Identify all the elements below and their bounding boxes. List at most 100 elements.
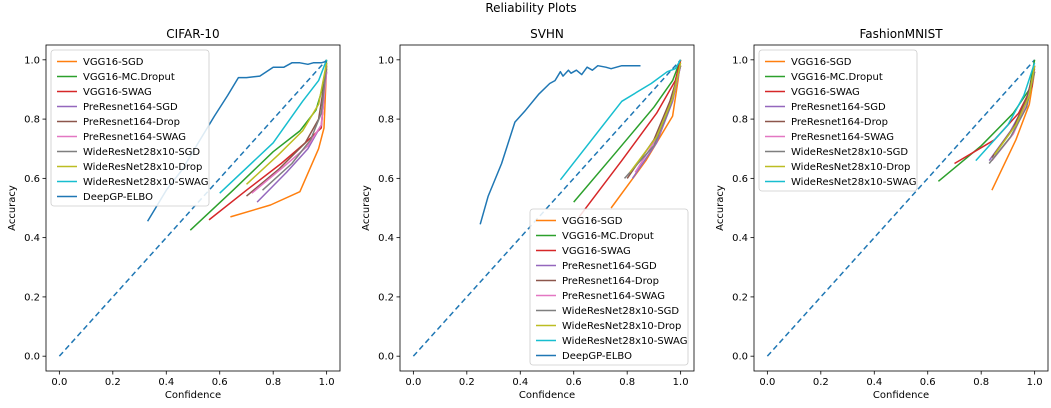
chart-panel-1: SVHN 0.0 0.2 0.4 0.6 0.8 1.0 0.0 0.2 0.4 0.6 0.8 1.0… xyxy=(361,27,695,401)
x-tick-label: 0.4 xyxy=(512,377,528,388)
x-tick-label: 1.0 xyxy=(673,377,689,388)
series-line-wideresnet28x10-drop xyxy=(993,65,1036,156)
figure-title: Reliability Plots xyxy=(485,1,576,15)
legend-label: PreResnet164-Drop xyxy=(791,117,888,128)
series-line-wideresnet28x10-drop xyxy=(629,62,682,173)
legend-label: PreResnet164-Drop xyxy=(562,276,659,287)
legend-label: VGG16-SWAG xyxy=(562,246,631,257)
legend-label: DeepGP-ELBO xyxy=(562,351,632,362)
legend-box xyxy=(50,49,210,207)
y-tick-label: 0.2 xyxy=(24,292,40,303)
legend-label: VGG16-MC.Droput xyxy=(562,231,654,242)
series-line-vgg16-mc-droput xyxy=(573,59,682,203)
chart-title: SVHN xyxy=(530,27,564,41)
y-tick-label: 0.2 xyxy=(732,292,748,303)
series-line-wideresnet28x10-drop xyxy=(245,62,328,185)
x-tick-label: 1.0 xyxy=(319,377,335,388)
y-tick-label: 0.0 xyxy=(24,352,40,363)
legend-label: WideResNet28x10-Drop xyxy=(562,321,681,332)
legend-label: PreResnet164-SGD xyxy=(562,261,657,272)
legend-label: WideResNet28x10-SGD xyxy=(562,306,679,317)
x-tick-label: 0.8 xyxy=(619,377,635,388)
y-tick-label: 0.2 xyxy=(378,292,394,303)
x-tick-label: 0.4 xyxy=(866,377,882,388)
legend-label: VGG16-SGD xyxy=(791,57,852,68)
y-tick-label: 0.4 xyxy=(732,233,748,244)
legend: VGG16-SGD VGG16-MC.Droput VGG16-SWAG PreRes… xyxy=(529,208,689,366)
legend-label: VGG16-SWAG xyxy=(791,87,860,98)
legend-label: DeepGP-ELBO xyxy=(83,192,153,203)
y-tick-label: 1.0 xyxy=(24,55,40,66)
legend-label: WideResNet28x10-SGD xyxy=(83,147,200,158)
legend-label: PreResnet164-SWAG xyxy=(83,132,186,143)
y-tick-label: 0.4 xyxy=(24,233,40,244)
y-tick-label: 0.4 xyxy=(378,233,394,244)
x-tick-label: 0.6 xyxy=(566,377,582,388)
legend-label: PreResnet164-SGD xyxy=(791,102,886,113)
x-tick-label: 0.2 xyxy=(459,377,475,388)
y-tick-label: 1.0 xyxy=(378,55,394,66)
y-tick-label: 0.8 xyxy=(378,115,394,126)
x-tick-label: 0.0 xyxy=(405,377,421,388)
x-tick-label: 0.8 xyxy=(973,377,989,388)
legend-label: WideResNet28x10-Drop xyxy=(791,162,910,173)
calibration-diagonal xyxy=(766,59,1036,357)
chart-panel-0: CIFAR-10 0.0 0.2 0.4 0.6 0.8 1.0 0.0 0.2 0.4 0.6 0.… xyxy=(7,27,341,401)
legend-box xyxy=(529,208,689,366)
y-tick-label: 0.8 xyxy=(732,115,748,126)
x-tick-label: 0.2 xyxy=(105,377,121,388)
y-tick-label: 0.0 xyxy=(732,352,748,363)
legend: VGG16-SGD VGG16-MC.Droput VGG16-SWAG PreRes… xyxy=(758,49,918,192)
legend-label: VGG16-MC.Droput xyxy=(791,72,883,83)
legend-label: WideResNet28x10-SWAG xyxy=(83,177,208,188)
series-line-wideresnet28x10-swag xyxy=(219,59,328,194)
plot-area xyxy=(766,59,1036,357)
series-line-preresnet164-drop xyxy=(246,68,328,197)
y-tick-label: 0.8 xyxy=(24,115,40,126)
legend-label: PreResnet164-SWAG xyxy=(791,132,894,143)
legend-label: PreResnet164-SWAG xyxy=(562,291,665,302)
series-line-wideresnet28x10-swag xyxy=(975,62,1036,162)
series-line-vgg16-swag xyxy=(578,59,682,218)
series-line-wideresnet28x10-sgd xyxy=(261,65,328,191)
x-tick-label: 0.6 xyxy=(212,377,228,388)
y-tick-label: 0.6 xyxy=(24,174,40,185)
x-tick-label: 0.2 xyxy=(813,377,829,388)
chart-panel-2: FashionMNIST 0.0 0.2 0.4 0.6 0.8 1.0 0.0 0.2 0.4 0… xyxy=(715,27,1049,401)
legend-label: WideResNet28x10-SWAG xyxy=(791,177,916,188)
y-tick-label: 0.6 xyxy=(378,174,394,185)
plot-area xyxy=(412,59,682,357)
legend: VGG16-SGD VGG16-MC.Droput VGG16-SWAG PreRes… xyxy=(50,49,210,207)
chart-title: CIFAR-10 xyxy=(166,27,219,41)
legend-label: WideResNet28x10-SWAG xyxy=(562,336,687,347)
x-axis-label: Confidence xyxy=(519,390,575,401)
x-tick-label: 1.0 xyxy=(1027,377,1043,388)
y-tick-label: 0.6 xyxy=(732,174,748,185)
y-axis-label: Accuracy xyxy=(361,185,372,231)
legend-label: VGG16-SGD xyxy=(562,216,623,227)
x-axis-label: Confidence xyxy=(165,390,221,401)
legend-label: VGG16-MC.Droput xyxy=(83,72,175,83)
x-tick-label: 0.4 xyxy=(158,377,174,388)
legend-label: WideResNet28x10-Drop xyxy=(83,162,202,173)
series-line-preresnet164-swag xyxy=(251,71,328,194)
x-tick-label: 0.6 xyxy=(920,377,936,388)
legend-label: PreResnet164-Drop xyxy=(83,117,180,128)
legend-label: VGG16-SWAG xyxy=(83,87,152,98)
calibration-diagonal xyxy=(58,59,328,357)
calibration-diagonal xyxy=(412,59,682,357)
legend-box xyxy=(758,49,918,192)
y-tick-label: 1.0 xyxy=(732,55,748,66)
legend-label: VGG16-SGD xyxy=(83,57,144,68)
series-line-wideresnet28x10-swag xyxy=(559,59,682,181)
x-tick-label: 0.8 xyxy=(265,377,281,388)
x-tick-label: 0.0 xyxy=(759,377,775,388)
y-axis-label: Accuracy xyxy=(7,185,18,231)
x-tick-label: 0.0 xyxy=(51,377,67,388)
series-line-deepgp-elbo xyxy=(479,64,641,225)
chart-title: FashionMNIST xyxy=(859,27,943,41)
chart-panels: CIFAR-10 0.0 0.2 0.4 0.6 0.8 1.0 0.0 0.2 0.4 0.6 0.… xyxy=(7,27,1049,401)
series-line-vgg16-sgd xyxy=(230,65,328,218)
x-axis-label: Confidence xyxy=(873,390,929,401)
